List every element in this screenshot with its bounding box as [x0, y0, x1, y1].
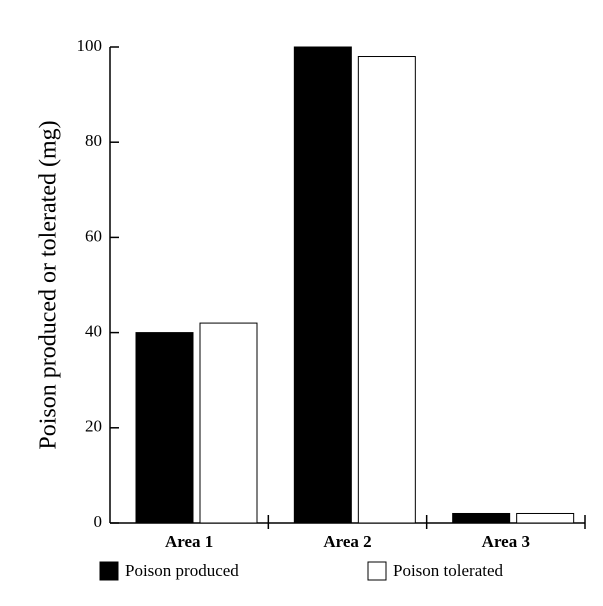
bar	[199, 322, 258, 524]
legend-swatch	[367, 561, 387, 581]
x-tick-label: Area 2	[323, 532, 371, 551]
y-axis-label: Poison produced or tolerated (mg)	[36, 120, 62, 449]
bar	[293, 46, 352, 524]
legend-swatch	[99, 561, 119, 581]
legend-label: Poison tolerated	[393, 561, 504, 580]
bar	[452, 512, 511, 524]
y-tick-label: 80	[85, 131, 102, 150]
bar	[516, 512, 575, 524]
legend-label: Poison produced	[125, 561, 239, 580]
y-tick-label: 0	[94, 512, 103, 531]
y-tick-label: 100	[77, 36, 103, 55]
x-tick-label: Area 1	[165, 532, 213, 551]
y-tick-label: 20	[85, 417, 102, 436]
x-tick-label: Area 3	[482, 532, 530, 551]
bar	[135, 332, 194, 524]
bar	[357, 56, 416, 524]
y-tick-label: 60	[85, 226, 102, 245]
y-tick-label: 40	[85, 322, 102, 341]
